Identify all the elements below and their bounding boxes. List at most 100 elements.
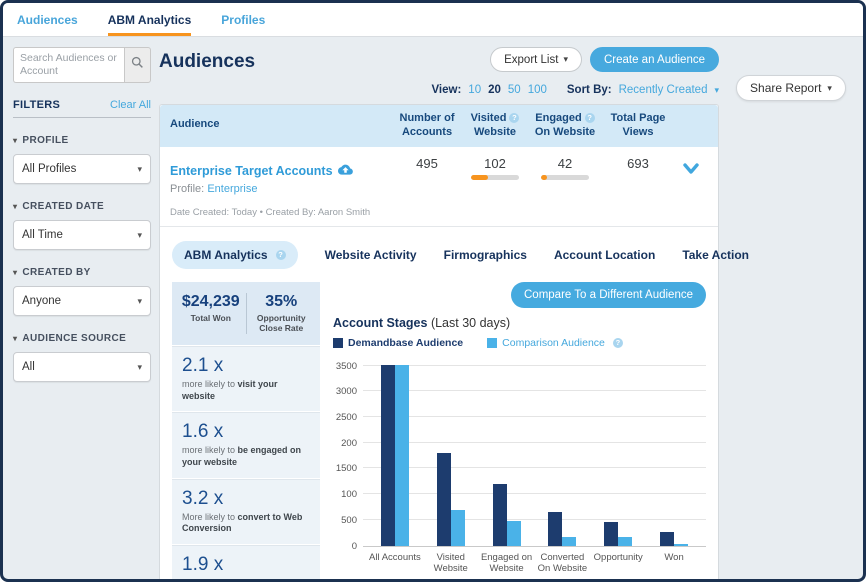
stat-prefix: More likely to (182, 578, 238, 579)
chevron-down-icon: ▾ (827, 82, 832, 93)
bar (506, 521, 521, 546)
chart-title-main: Account Stages (333, 315, 428, 330)
stat-item: 1.9 x More likely to Convert to an oppor… (172, 544, 320, 579)
tab-take-action[interactable]: Take Action (682, 247, 749, 262)
chevron-down-icon: ▾ (563, 54, 568, 64)
filter-label-text: CREATED BY (22, 267, 91, 278)
summary-box: $24,239 Total Won 35% Opportunity Close … (172, 281, 320, 345)
dropdown-value: All Time (22, 229, 63, 241)
profile-value-link[interactable]: Enterprise (207, 182, 258, 195)
view-option-50[interactable]: 50 (507, 84, 521, 96)
view-option-100[interactable]: 100 (527, 84, 547, 96)
filters-title: FILTERS (13, 99, 61, 111)
chevron-down-icon (683, 162, 699, 180)
column-visited-website: Visited? Website (462, 111, 528, 140)
x-tick-label: Engaged on Website (480, 551, 533, 575)
filter-section-created-by: ▾ CREATED BY Anyone ▾ (13, 267, 151, 316)
create-audience-button[interactable]: Create an Audience (589, 47, 719, 72)
gridline (363, 441, 706, 443)
chart-panel: Compare To a Different Audience Account … (333, 281, 706, 579)
filter-label-created-by[interactable]: ▾ CREATED BY (13, 267, 151, 278)
stat-item: 1.6 x more likely to be engaged on your … (172, 412, 320, 478)
visited-progress-bar (471, 174, 519, 180)
gridline (363, 467, 706, 469)
filter-label-profile[interactable]: ▾ PROFILE (13, 135, 151, 146)
chart-ylabels: 3500 3000 2500 200 1500 100 500 0 (333, 359, 363, 552)
share-panel: Share Report ▾ (727, 47, 855, 579)
collapse-caret-icon: ▾ (13, 136, 18, 145)
total-won-label: Total Won (190, 312, 231, 323)
audience-source-dropdown[interactable]: All ▾ (13, 352, 151, 382)
stat-prefix: More likely to (182, 511, 238, 522)
main-panel: Audiences Export List ▾ Create an Audien… (159, 47, 749, 579)
view-option-20[interactable]: 20 (488, 84, 501, 96)
stat-bold: be engaged on your website (182, 445, 302, 467)
collapse-row-button[interactable] (674, 156, 708, 180)
tab-firmographics[interactable]: Firmographics (443, 247, 527, 262)
search-button[interactable] (124, 47, 151, 83)
column-number-of-accounts: Number of Accounts (392, 111, 462, 140)
cloud-upload-icon (337, 163, 353, 178)
chevron-down-icon: ▾ (137, 229, 142, 240)
collapse-caret-icon: ▾ (13, 202, 18, 211)
filter-section-created-date: ▾ CREATED DATE All Time ▾ (13, 201, 151, 250)
search-input[interactable]: Search Audiences or Account (13, 47, 124, 83)
tab-account-location[interactable]: Account Location (553, 247, 656, 262)
gridline (363, 518, 706, 520)
share-report-button[interactable]: Share Report ▾ (736, 75, 846, 101)
sort-by-dropdown[interactable]: Recently Created (618, 84, 708, 96)
nav-tab-abm-analytics[interactable]: ABM Analytics (107, 3, 192, 36)
audience-name-link[interactable]: Enterprise Target Accounts (170, 163, 353, 178)
nav-tab-profiles[interactable]: Profiles (221, 12, 266, 27)
table-header: Audience Number of Accounts Visited? Web… (160, 105, 718, 147)
view-label: View: (431, 84, 462, 96)
chart-xlabels: All Accounts Visited Website Engaged on We… (333, 547, 706, 576)
nav-tab-audiences[interactable]: Audiences (17, 12, 78, 27)
filter-label-text: CREATED DATE (22, 201, 105, 212)
created-date-dropdown[interactable]: All Time ▾ (13, 220, 151, 250)
tab-abm-analytics[interactable]: ABM Analytics ? (172, 240, 298, 269)
top-nav: Audiences ABM Analytics Profiles (3, 3, 863, 37)
info-icon[interactable]: ? (584, 112, 595, 123)
y-tick-label: 3000 (335, 386, 357, 398)
total-won-value: $24,239 (181, 292, 240, 310)
table-row: Enterprise Target Accounts Profile: Ente… (160, 147, 718, 197)
profile-dropdown[interactable]: All Profiles ▾ (13, 154, 151, 184)
info-icon[interactable]: ? (275, 249, 286, 260)
close-rate-value: 35% (265, 292, 298, 310)
info-icon[interactable]: ? (612, 337, 623, 348)
gridline (363, 416, 706, 418)
export-list-button[interactable]: Export List ▾ (490, 47, 582, 72)
bar (394, 364, 409, 546)
bar-groups (363, 359, 706, 546)
tab-website-activity[interactable]: Website Activity (324, 247, 417, 262)
legend-swatch-light (487, 337, 498, 348)
visited-cell: 102 (462, 156, 528, 180)
bar (604, 522, 619, 546)
clear-all-link[interactable]: Clear All (110, 99, 151, 111)
chevron-down-icon[interactable]: ▾ (714, 84, 719, 95)
audience-name: Enterprise Target Accounts (170, 163, 333, 178)
view-option-10[interactable]: 10 (468, 84, 482, 96)
dropdown-value: Anyone (22, 295, 62, 307)
filter-label-audience-source[interactable]: ▾ AUDIENCE SOURCE (13, 333, 151, 344)
filter-label-created-date[interactable]: ▾ CREATED DATE (13, 201, 151, 212)
info-icon[interactable]: ? (509, 112, 520, 123)
stat-bold: Convert to an opportunity (182, 578, 296, 579)
bar-group (590, 522, 646, 546)
detail-tabs: ABM Analytics ? Website Activity Firmogr… (172, 240, 749, 269)
audience-profile: Profile: Enterprise (170, 183, 392, 195)
chart-plot (363, 359, 706, 547)
search-icon (131, 56, 144, 74)
dropdown-value: All (22, 361, 35, 373)
bar-group (367, 364, 423, 546)
bar-group (423, 453, 479, 546)
filter-label-text: PROFILE (22, 135, 69, 146)
gridline (363, 390, 706, 392)
stat-bold: visit your website (182, 378, 278, 401)
compare-audience-button[interactable]: Compare To a Different Audience (511, 281, 706, 308)
engaged-value: 42 (557, 155, 573, 171)
created-by-dropdown[interactable]: Anyone ▾ (13, 286, 151, 316)
filter-label-text: AUDIENCE SOURCE (22, 333, 127, 344)
